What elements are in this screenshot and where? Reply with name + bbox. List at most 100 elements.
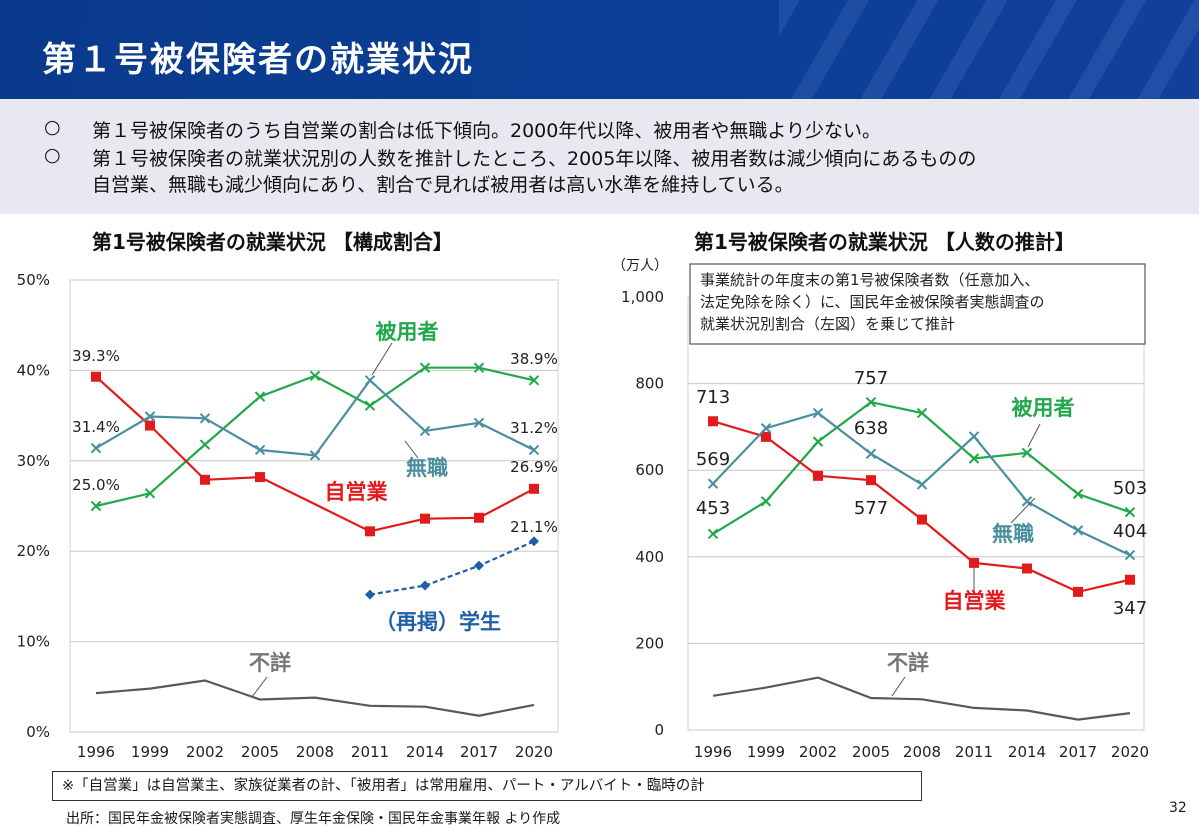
left-chart-series-被用者-point-stroke (528, 375, 540, 386)
right-chart-series-無職-point (1124, 549, 1136, 561)
right-chart-x-tick-label: 2005 (852, 743, 890, 761)
right-chart-y-tick-label: 600 (635, 461, 664, 479)
left-chart-series-無職-point-stroke (144, 411, 156, 422)
left-chart-series-（再掲）学生-line (369, 540, 535, 596)
left-chart-series-無職-point-stroke (90, 442, 102, 454)
right-chart-data-label: 404 (1113, 521, 1147, 542)
left-chart-data-label: 38.9% (510, 350, 558, 368)
right-chart-leader-line (891, 676, 906, 697)
left-chart-data-label: 31.4% (72, 418, 120, 436)
header-decoration (779, 0, 1199, 99)
left-chart-series-被用者-point-stroke (364, 400, 376, 411)
right-chart-series-自営業-line (712, 420, 1131, 594)
left-chart-series-被用者-point-stroke (419, 362, 431, 373)
left-chart-y-tick-label: 0% (26, 723, 50, 741)
right-chart-series-無職-point (812, 407, 824, 419)
left-chart-y-tick-label: 30% (17, 452, 50, 470)
right-chart-x-tick-label: 2014 (1008, 743, 1046, 761)
left-chart-series-自営業-line (95, 375, 535, 533)
left-chart-series-被用者-point (254, 391, 266, 402)
footnote: ※「自営業」は自営業主、家族従業者の計、「被用者」は常用雇用、パート・アルバイト… (52, 771, 922, 801)
right-chart-series-無職-point-stroke (916, 479, 928, 490)
right-chart-series-自営業-point (1125, 574, 1135, 585)
right-chart-series-自営業-point (1022, 563, 1032, 574)
left-chart-series-自営業-point (365, 526, 375, 537)
left-chart-series-不詳-line (95, 679, 535, 717)
right-chart-series-自営業-point (866, 475, 876, 486)
right-chart-leader-line (1010, 497, 1036, 524)
right-chart-series-自営業-point (969, 557, 979, 568)
left-chart-series-（再掲）学生-point (474, 560, 484, 571)
left-chart-x-tick-label: 2002 (186, 743, 224, 761)
right-chart-series-被用者-point-stroke (812, 436, 824, 447)
left-chart-data-label: 25.0% (72, 476, 120, 494)
left-chart-series-被用者-point-stroke (90, 500, 102, 512)
left-chart-series-無職-point-stroke (254, 444, 266, 456)
left-chart-y-tick-label: 40% (17, 361, 50, 379)
left-chart-series-被用者-point (419, 362, 431, 373)
right-chart-series-無職-point-stroke (760, 422, 772, 434)
summary-line: 自営業、無職も減少傾向にあり、割合で見れば被用者は高い水準を維持している。 (92, 174, 794, 196)
right-chart-series-無職-point-stroke (865, 448, 877, 459)
right-chart-series-自営業-point (708, 416, 718, 427)
left-chart-data-label: 26.9% (510, 458, 558, 476)
right-chart-data-label: 347 (1113, 598, 1147, 619)
right-chart-legend-label: 不詳 (887, 651, 929, 675)
left-chart-series-自営業-point (145, 420, 155, 431)
right-chart-series-被用者-point-stroke (1072, 488, 1084, 500)
right-chart-data-label: 453 (696, 498, 730, 519)
left-chart-series-被用者-point (199, 439, 211, 450)
left-chart-x-tick-label: 2005 (241, 743, 279, 761)
right-chart-series-無職-point (707, 478, 719, 489)
right-chart-series-無職-point (1072, 525, 1084, 536)
right-chart-series-被用者-line (712, 401, 1131, 535)
left-chart-series-被用者-point (144, 488, 156, 499)
right-chart-series-不詳-line (712, 676, 1131, 721)
right-chart-series-無職-point (1021, 496, 1033, 507)
left-chart-leader-line (371, 342, 393, 376)
left-chart-series-無職-point-stroke (364, 375, 376, 386)
left-chart-legend-label: （再掲）学生 (375, 610, 501, 634)
left-chart-series-被用者-point (364, 400, 376, 411)
right-chart-y-tick-label: 800 (635, 375, 664, 393)
right-chart-series-被用者-point-stroke (916, 407, 928, 419)
left-chart-series-被用者-point-stroke (309, 370, 321, 382)
left-chart-y-tick-label: 10% (17, 633, 50, 651)
right-chart-series-無職-point (865, 448, 877, 459)
right-chart-x-tick-label: 2020 (1111, 743, 1149, 761)
right-chart-unit-label: （万人） (612, 258, 668, 274)
right-chart-note-text: 就業状況別割合（左図）を乗じて推計 (700, 315, 955, 333)
summary-line: 第１号被保険者の就業状況別の人数を推計したところ、2005年以降、被用者数は減少… (92, 148, 977, 170)
right-chart-y-tick-label: 1,000 (621, 288, 664, 306)
bullet-icon: ○ (44, 144, 61, 166)
right-chart-series-被用者-point-stroke (865, 397, 877, 408)
left-chart-leader-line (404, 440, 419, 459)
left-chart-legend-label: 被用者 (376, 320, 439, 344)
left-chart-series-無職-point (473, 417, 485, 429)
left-chart-series-被用者-point-stroke (254, 391, 266, 402)
right-chart-series-無職-point-stroke (968, 431, 980, 442)
right-chart-series-無職-point-stroke (1072, 525, 1084, 536)
right-chart-x-tick-label: 2008 (903, 743, 941, 761)
right-chart-x-tick-label: 2002 (799, 743, 837, 761)
right-chart-series-自営業-point (1073, 586, 1083, 597)
left-chart-series-被用者-point-stroke (199, 439, 211, 450)
left-chart-x-tick-label: 2017 (460, 743, 498, 761)
left-chart-x-tick-label: 2011 (351, 743, 389, 761)
right-chart-x-tick-label: 1996 (694, 743, 732, 761)
right-chart-series-被用者-point-stroke (1124, 506, 1136, 518)
right-chart-data-label: 638 (854, 418, 888, 439)
right-chart-series-被用者-point (968, 453, 980, 464)
left-chart-x-tick-label: 1999 (131, 743, 169, 761)
right-chart-series-無職-point-stroke (812, 407, 824, 419)
left-chart-series-被用者-point (473, 362, 485, 373)
left-chart-series-自営業-point (200, 474, 210, 485)
right-chart-series-無職-point (760, 422, 772, 434)
right-chart-series-被用者-point (760, 496, 772, 507)
right-chart-note-box (689, 263, 1146, 345)
right-chart-series-被用者-point (865, 397, 877, 408)
left-chart-legend-label: 自営業 (325, 480, 389, 504)
left-chart-y-tick-label: 20% (17, 542, 50, 560)
right-chart-y-tick-label: 400 (635, 548, 664, 566)
